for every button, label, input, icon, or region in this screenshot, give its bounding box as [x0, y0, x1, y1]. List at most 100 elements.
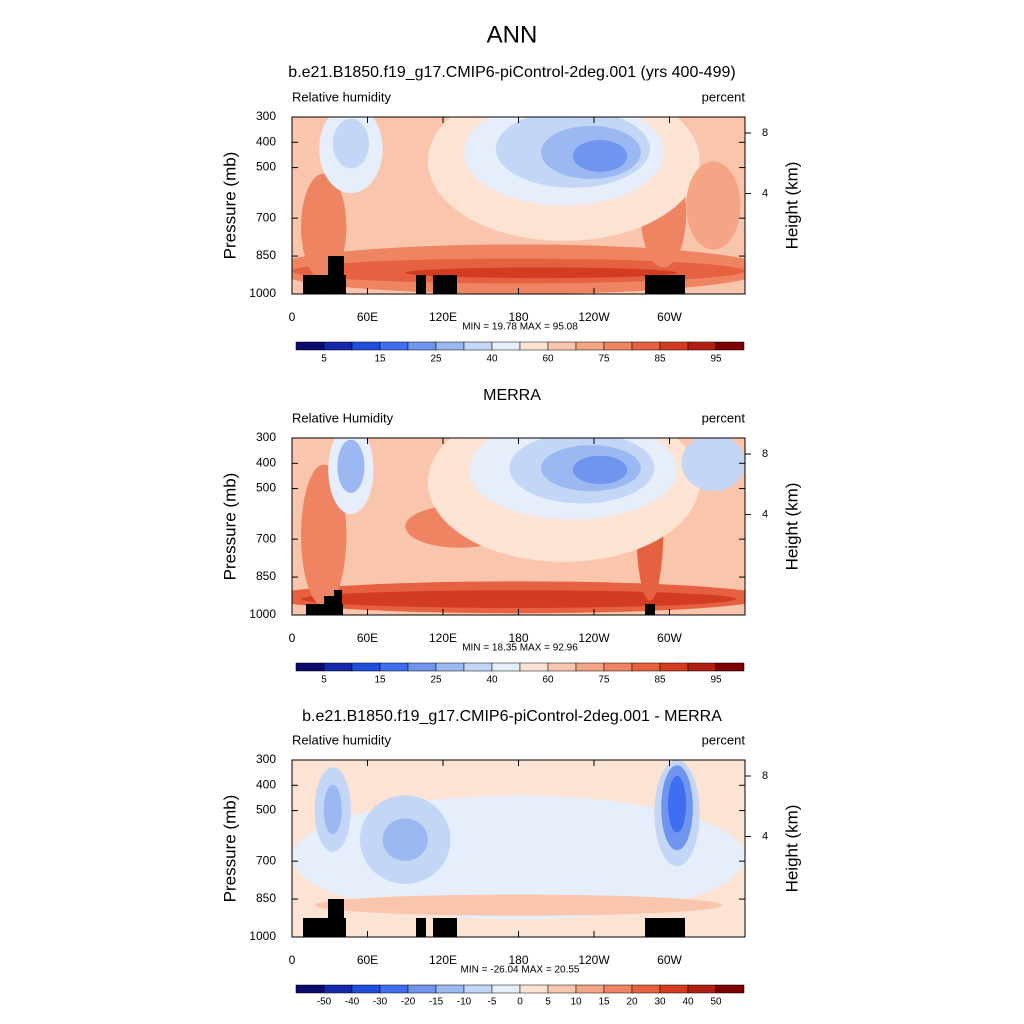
- y2-axis-title: Height (km): [782, 805, 801, 893]
- colorbar-box: [435, 984, 465, 994]
- colorbar-box: [519, 662, 549, 672]
- colorbar-box: [519, 984, 549, 994]
- colorbar-box: [379, 662, 409, 672]
- colorbar-box: [379, 341, 409, 351]
- colorbar-label: -20: [401, 997, 416, 1008]
- y2-tick-label: 8: [762, 127, 768, 139]
- colorbar-box: [687, 662, 717, 672]
- colorbar-label: 75: [598, 675, 610, 686]
- colorbar-box: [547, 662, 577, 672]
- x-tick-label: 60W: [657, 310, 682, 324]
- colorbar-box: [575, 341, 605, 351]
- units-label: percent: [702, 732, 746, 747]
- contour-field: [292, 760, 745, 937]
- colorbar-box: [351, 662, 381, 672]
- y2-tick-label: 4: [762, 830, 768, 842]
- colorbar-box: [687, 341, 717, 351]
- colorbar-label: 40: [682, 997, 694, 1008]
- topography: [416, 275, 426, 294]
- colorbar-box: [575, 662, 605, 672]
- contour-fill: [572, 455, 628, 485]
- contour-fill: [382, 818, 428, 861]
- colorbar-label: 5: [321, 354, 327, 365]
- colorbar-label: 15: [374, 354, 386, 365]
- colorbar-label: 85: [654, 675, 666, 686]
- y2-tick-label: 8: [762, 770, 768, 782]
- topography: [416, 918, 426, 937]
- y-tick-label: 850: [256, 248, 276, 262]
- colorbar-label: -5: [488, 997, 497, 1008]
- colorbar-box: [323, 984, 353, 994]
- colorbar-label: 40: [486, 675, 498, 686]
- y-tick-label: 1000: [249, 929, 276, 943]
- colorbar-label: 10: [570, 997, 582, 1008]
- colorbar-box: [435, 341, 465, 351]
- x-tick-label: 60W: [657, 953, 682, 967]
- min-max-stats: MIN = -26.04 MAX = 20.55: [461, 965, 580, 976]
- topography: [645, 275, 685, 294]
- colorbar-label: 5: [545, 997, 551, 1008]
- colorbar-label: -30: [373, 997, 388, 1008]
- colorbar-label: -40: [345, 997, 360, 1008]
- x-tick-label: 120W: [578, 953, 610, 967]
- topography: [433, 918, 457, 937]
- x-tick-label: 0: [289, 953, 296, 967]
- y-tick-label: 700: [256, 853, 276, 867]
- colorbar-box: [435, 662, 465, 672]
- colorbar-box: [351, 984, 381, 994]
- colorbar-label: -10: [457, 997, 472, 1008]
- y2-tick-label: 4: [762, 508, 768, 520]
- panel-title: b.e21.B1850.f19_g17.CMIP6-piControl-2deg…: [288, 64, 735, 81]
- contour-fill: [686, 161, 741, 250]
- variable-label: Relative Humidity: [292, 410, 394, 425]
- colorbar-label: 85: [654, 354, 666, 365]
- y-tick-label: 500: [256, 481, 276, 495]
- colorbar-box: [351, 341, 381, 351]
- y2-axis-title: Height (km): [782, 162, 801, 250]
- colorbar-box: [715, 984, 745, 994]
- x-tick-label: 120E: [429, 631, 457, 645]
- figure-title: ANN: [487, 21, 538, 48]
- colorbar-box: [407, 341, 437, 351]
- contour-fill: [332, 118, 370, 169]
- contour-fill: [681, 438, 745, 492]
- colorbar-box: [463, 662, 493, 672]
- y2-axis-title: Height (km): [782, 483, 801, 571]
- colorbar-box: [603, 984, 633, 994]
- contour-fill: [323, 784, 342, 835]
- topography: [328, 899, 344, 937]
- colorbar-box: [295, 662, 325, 672]
- y-tick-label: 850: [256, 891, 276, 905]
- y-tick-label: 500: [256, 803, 276, 817]
- colorbar-box: [519, 341, 549, 351]
- y2-tick-label: 8: [762, 448, 768, 460]
- y2-tick-label: 4: [762, 187, 768, 199]
- y-tick-label: 400: [256, 134, 276, 148]
- variable-label: Relative humidity: [292, 89, 391, 104]
- contour-fill: [572, 140, 628, 172]
- x-tick-label: 60E: [357, 953, 378, 967]
- x-tick-label: 0: [289, 631, 296, 645]
- x-tick-label: 60E: [357, 310, 378, 324]
- contour-fill: [667, 775, 687, 833]
- x-tick-label: 60W: [657, 631, 682, 645]
- colorbar-box: [407, 662, 437, 672]
- colorbar-box: [631, 341, 661, 351]
- y-tick-label: 400: [256, 455, 276, 469]
- colorbar-label: -15: [429, 997, 444, 1008]
- y-tick-label: 700: [256, 531, 276, 545]
- colorbar-label: 60: [542, 354, 554, 365]
- colorbar-label: 0: [517, 997, 523, 1008]
- colorbar-box: [547, 341, 577, 351]
- colorbar-box: [491, 984, 521, 994]
- y-tick-label: 300: [256, 752, 276, 766]
- colorbar-box: [379, 984, 409, 994]
- panel-title: b.e21.B1850.f19_g17.CMIP6-piControl-2deg…: [302, 708, 722, 725]
- colorbar-box: [631, 984, 661, 994]
- colorbar-box: [463, 984, 493, 994]
- y-tick-label: 850: [256, 569, 276, 583]
- colorbar-label: 40: [486, 354, 498, 365]
- colorbar-box: [715, 662, 745, 672]
- colorbar-label: 25: [430, 354, 442, 365]
- x-tick-label: 120W: [578, 310, 610, 324]
